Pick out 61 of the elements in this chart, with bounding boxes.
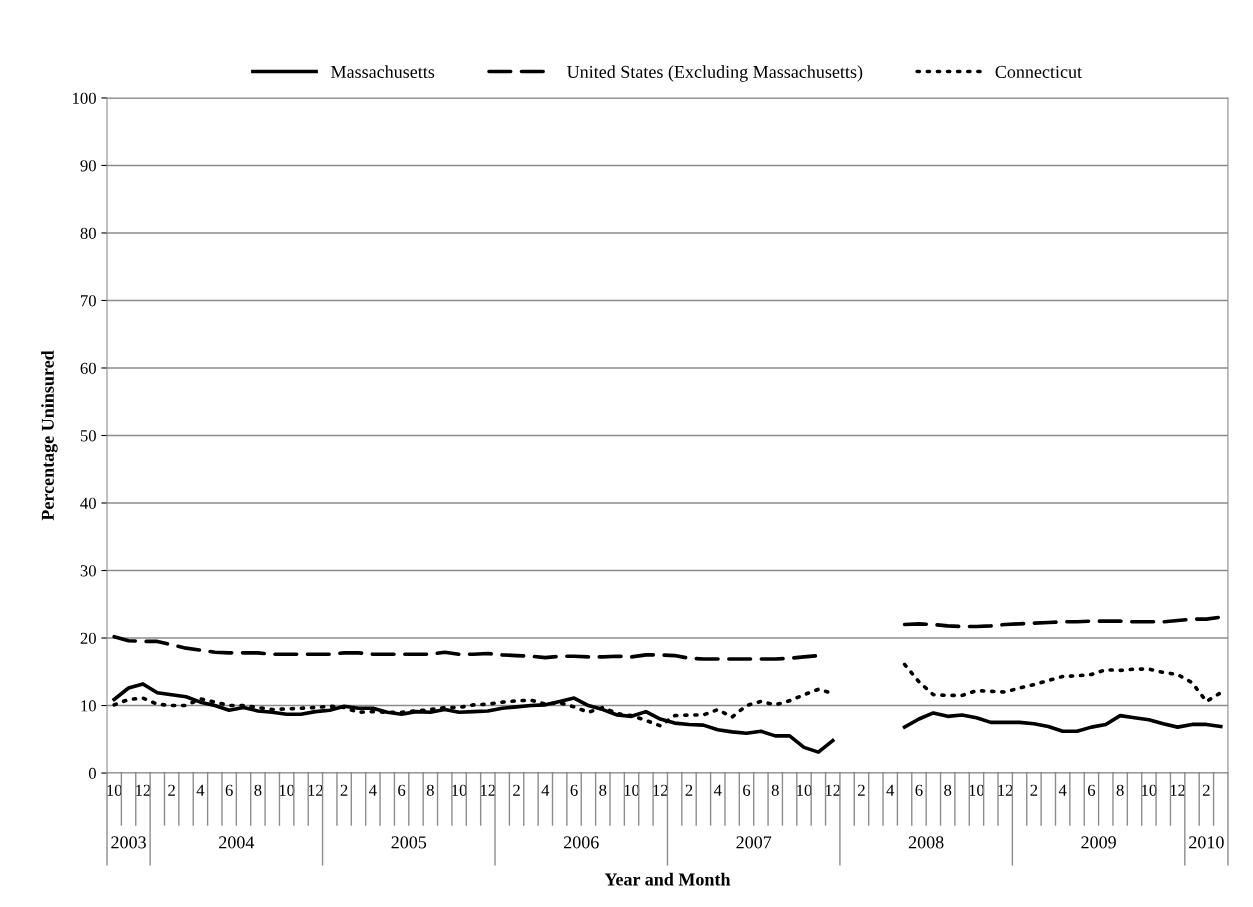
- x-tick-label: 2: [168, 784, 175, 796]
- x-tick-label: 4: [713, 784, 722, 796]
- x-tick-label: 12: [1170, 784, 1186, 796]
- x-tick-label: 8: [254, 784, 262, 796]
- x-tick-label: 8: [944, 784, 952, 796]
- x-tick-label: 8: [1116, 784, 1124, 796]
- text: 2004: [219, 836, 255, 849]
- text: 2008: [908, 836, 944, 849]
- text: 2006: [563, 836, 599, 849]
- y-tick-label: 0: [88, 767, 96, 779]
- text: 2007: [736, 836, 772, 849]
- x-tick-label: 12: [136, 784, 151, 796]
- x-tick-label: 12: [653, 784, 668, 796]
- x-tick-label: 8: [771, 784, 779, 796]
- x-tick-label: 2: [340, 784, 348, 796]
- x-tick-label: 6: [1087, 784, 1096, 796]
- x-tick-label: 10: [279, 784, 295, 796]
- y-tick-label: 80: [80, 227, 96, 239]
- x-tick-label: 6: [225, 784, 233, 796]
- x-tick-label: 12: [480, 784, 496, 796]
- x-tick-label: 4: [886, 784, 895, 796]
- x-tick-label: 10: [797, 784, 812, 796]
- text: 2010: [1189, 836, 1224, 849]
- legend-label: Connecticut: [995, 65, 1082, 78]
- y-tick-label: 70: [81, 295, 96, 307]
- x-tick-label: 12: [998, 784, 1013, 796]
- x-tick-label: 10: [1142, 784, 1157, 796]
- x-tick-label: 2: [858, 784, 865, 796]
- y-tick-label: 60: [80, 362, 96, 374]
- y-tick-label: 20: [80, 632, 96, 644]
- x-tick-label: 6: [743, 784, 751, 796]
- x-tick-label: 6: [570, 784, 578, 796]
- y-tick-label: 50: [80, 430, 96, 442]
- x-tick-label: 8: [426, 784, 434, 796]
- x-tick-label: 10: [624, 784, 640, 796]
- legend-label: United States (Excluding Massachusetts): [567, 65, 863, 82]
- x-tick-label: 2: [513, 784, 520, 796]
- x-tick-label: 8: [599, 784, 607, 796]
- x-tick-label: 2: [685, 784, 693, 796]
- y-tick-label: 90: [80, 160, 96, 172]
- x-tick-label: 4: [541, 784, 550, 796]
- x-tick-label: 10: [452, 784, 467, 796]
- y-axis-title: Percentage Uninsured: [41, 350, 58, 521]
- x-tick-label: 6: [915, 784, 923, 796]
- y-tick-label: 40: [80, 497, 96, 509]
- text: 2009: [1081, 836, 1116, 849]
- text: 2005: [391, 836, 427, 849]
- x-tick-label: 2: [1030, 784, 1038, 796]
- x-axis-title: Year and Month: [604, 872, 731, 886]
- y-tick-label: 100: [73, 92, 96, 104]
- x-tick-label: 12: [308, 784, 323, 796]
- x-tick-label: 12: [825, 784, 841, 796]
- y-tick-label: 30: [80, 565, 96, 577]
- x-tick-label: 4: [369, 784, 377, 796]
- x-tick-label: 6: [398, 784, 406, 796]
- x-tick-label: 4: [1058, 784, 1067, 796]
- legend-label: Massachusetts: [331, 65, 435, 78]
- text: 2003: [111, 836, 146, 849]
- x-tick-label: 4: [196, 784, 205, 796]
- y-tick-label: 10: [81, 700, 96, 712]
- x-tick-label: 2: [1202, 784, 1210, 796]
